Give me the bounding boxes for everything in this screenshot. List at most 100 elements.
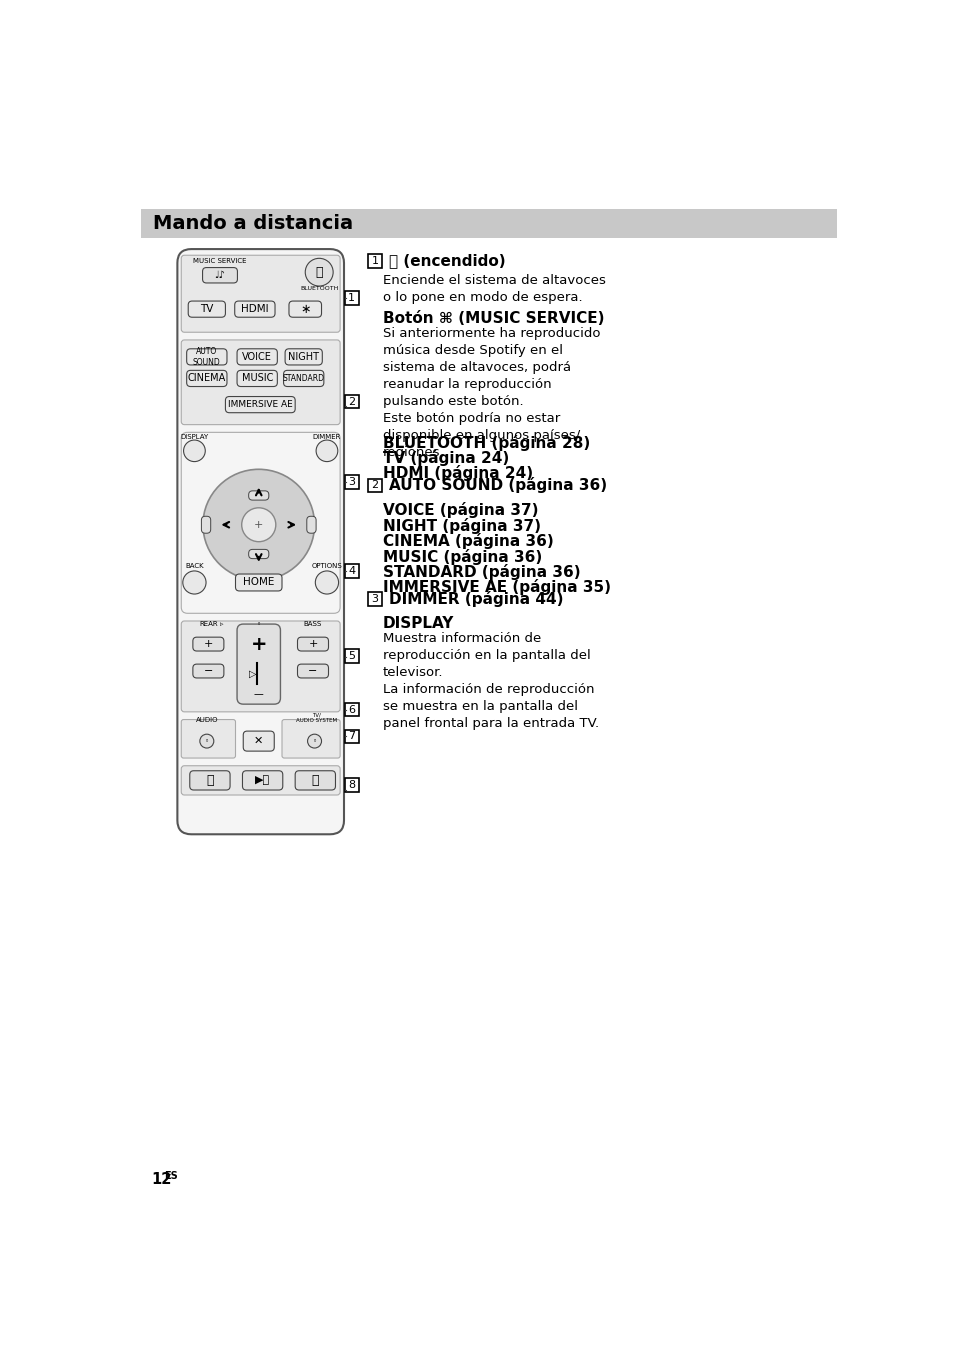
Circle shape [183, 571, 206, 594]
Text: 12: 12 [152, 1171, 172, 1187]
Text: 7: 7 [348, 731, 355, 741]
Text: ◦: ◦ [313, 738, 316, 744]
Text: Si anteriormente ha reproducido
música desde Spotify en el
sistema de altavoces,: Si anteriormente ha reproducido música d… [382, 327, 599, 459]
FancyBboxPatch shape [177, 250, 344, 835]
Text: BLUETOOTH: BLUETOOTH [299, 286, 338, 290]
Text: TV/
AUDIO SYSTEM: TV/ AUDIO SYSTEM [296, 712, 337, 723]
Text: CINEMA: CINEMA [188, 373, 226, 384]
FancyBboxPatch shape [202, 267, 237, 284]
FancyBboxPatch shape [344, 290, 358, 304]
FancyBboxPatch shape [235, 574, 282, 590]
Circle shape [307, 734, 321, 748]
Text: ⏻ (encendido): ⏻ (encendido) [389, 254, 505, 269]
FancyBboxPatch shape [344, 703, 358, 716]
FancyBboxPatch shape [344, 475, 358, 490]
Circle shape [199, 734, 213, 748]
Text: NIGHT (página 37): NIGHT (página 37) [382, 518, 540, 533]
FancyBboxPatch shape [181, 719, 235, 759]
Text: HDMI (página 24): HDMI (página 24) [382, 465, 533, 482]
FancyBboxPatch shape [242, 771, 282, 790]
Text: TV: TV [200, 304, 213, 313]
Text: ∗: ∗ [299, 303, 310, 316]
FancyBboxPatch shape [201, 516, 211, 533]
FancyBboxPatch shape [307, 516, 315, 533]
FancyBboxPatch shape [249, 491, 269, 501]
Text: Muestra información de
reproducción en la pantalla del
televisor.
La información: Muestra información de reproducción en l… [382, 632, 598, 730]
Circle shape [315, 440, 337, 461]
FancyBboxPatch shape [344, 565, 358, 578]
Text: +: + [251, 635, 267, 654]
Text: AUTO SOUND (página 36): AUTO SOUND (página 36) [389, 478, 606, 494]
Text: OPTIONS: OPTIONS [312, 563, 342, 569]
Text: Botón ⌘ (MUSIC SERVICE): Botón ⌘ (MUSIC SERVICE) [382, 312, 603, 327]
FancyBboxPatch shape [181, 765, 340, 795]
FancyBboxPatch shape [344, 730, 358, 744]
Text: ▶⏾: ▶⏾ [254, 775, 270, 786]
FancyBboxPatch shape [249, 550, 269, 559]
Text: ✕: ✕ [253, 735, 263, 746]
Text: 3: 3 [348, 478, 355, 487]
Text: HOME: HOME [243, 578, 274, 588]
Text: Enciende el sistema de altavoces
o lo pone en modo de espera.: Enciende el sistema de altavoces o lo po… [382, 274, 605, 304]
Text: CINEMA (página 36): CINEMA (página 36) [382, 533, 553, 550]
Circle shape [241, 508, 275, 541]
Circle shape [183, 440, 205, 461]
Text: STANDARD (página 36): STANDARD (página 36) [382, 565, 579, 579]
Text: AUDIO: AUDIO [195, 718, 218, 723]
Text: 3: 3 [371, 594, 378, 604]
FancyBboxPatch shape [289, 301, 321, 318]
FancyBboxPatch shape [344, 395, 358, 408]
FancyBboxPatch shape [297, 638, 328, 651]
Text: 8: 8 [348, 780, 355, 790]
Text: ◦: ◦ [256, 622, 260, 627]
FancyBboxPatch shape [187, 370, 227, 387]
FancyBboxPatch shape [236, 349, 277, 365]
Text: +: + [253, 520, 263, 529]
FancyBboxPatch shape [344, 778, 358, 792]
FancyBboxPatch shape [282, 719, 340, 759]
Text: VOICE (página 37): VOICE (página 37) [382, 502, 537, 518]
Text: BASS: BASS [304, 622, 322, 627]
Text: +: + [308, 639, 317, 649]
Text: 5: 5 [348, 650, 355, 661]
FancyBboxPatch shape [368, 593, 381, 607]
Text: 4: 4 [348, 566, 355, 575]
Text: MUSIC (página 36): MUSIC (página 36) [382, 548, 541, 565]
Text: ⏻: ⏻ [315, 266, 323, 278]
Text: DIMMER: DIMMER [313, 434, 341, 440]
Text: AUTO
SOUND: AUTO SOUND [193, 347, 220, 366]
FancyBboxPatch shape [243, 731, 274, 752]
Circle shape [203, 470, 314, 581]
Text: ⏮: ⏮ [206, 773, 213, 787]
Text: IMMERSIVE AE (página 35): IMMERSIVE AE (página 35) [382, 579, 610, 596]
Text: −: − [308, 666, 317, 676]
Text: 1: 1 [371, 255, 378, 266]
FancyBboxPatch shape [234, 301, 274, 318]
Text: REAR: REAR [199, 622, 217, 627]
Text: ▹: ▹ [220, 622, 223, 627]
FancyBboxPatch shape [181, 255, 340, 332]
FancyBboxPatch shape [236, 624, 280, 704]
FancyBboxPatch shape [193, 664, 224, 678]
Text: BLUETOOTH (página 28): BLUETOOTH (página 28) [382, 434, 589, 451]
Text: 6: 6 [348, 704, 355, 715]
Text: IMMERSIVE AE: IMMERSIVE AE [228, 400, 293, 408]
Text: HDMI: HDMI [241, 304, 269, 313]
Text: TV (página 24): TV (página 24) [382, 451, 509, 465]
FancyBboxPatch shape [236, 370, 277, 387]
Text: DISPLAY: DISPLAY [180, 434, 209, 440]
Circle shape [305, 258, 333, 286]
FancyBboxPatch shape [283, 370, 323, 387]
Bar [141, 209, 836, 239]
Text: ◦: ◦ [205, 738, 209, 744]
Text: DIMMER (página 44): DIMMER (página 44) [389, 592, 563, 608]
FancyBboxPatch shape [181, 622, 340, 712]
Text: Mando a distancia: Mando a distancia [153, 214, 354, 233]
FancyBboxPatch shape [225, 396, 294, 413]
Text: VOICE: VOICE [242, 351, 272, 362]
FancyBboxPatch shape [294, 771, 335, 790]
FancyBboxPatch shape [190, 771, 230, 790]
FancyBboxPatch shape [297, 664, 328, 678]
Circle shape [315, 571, 338, 594]
FancyBboxPatch shape [285, 349, 322, 365]
